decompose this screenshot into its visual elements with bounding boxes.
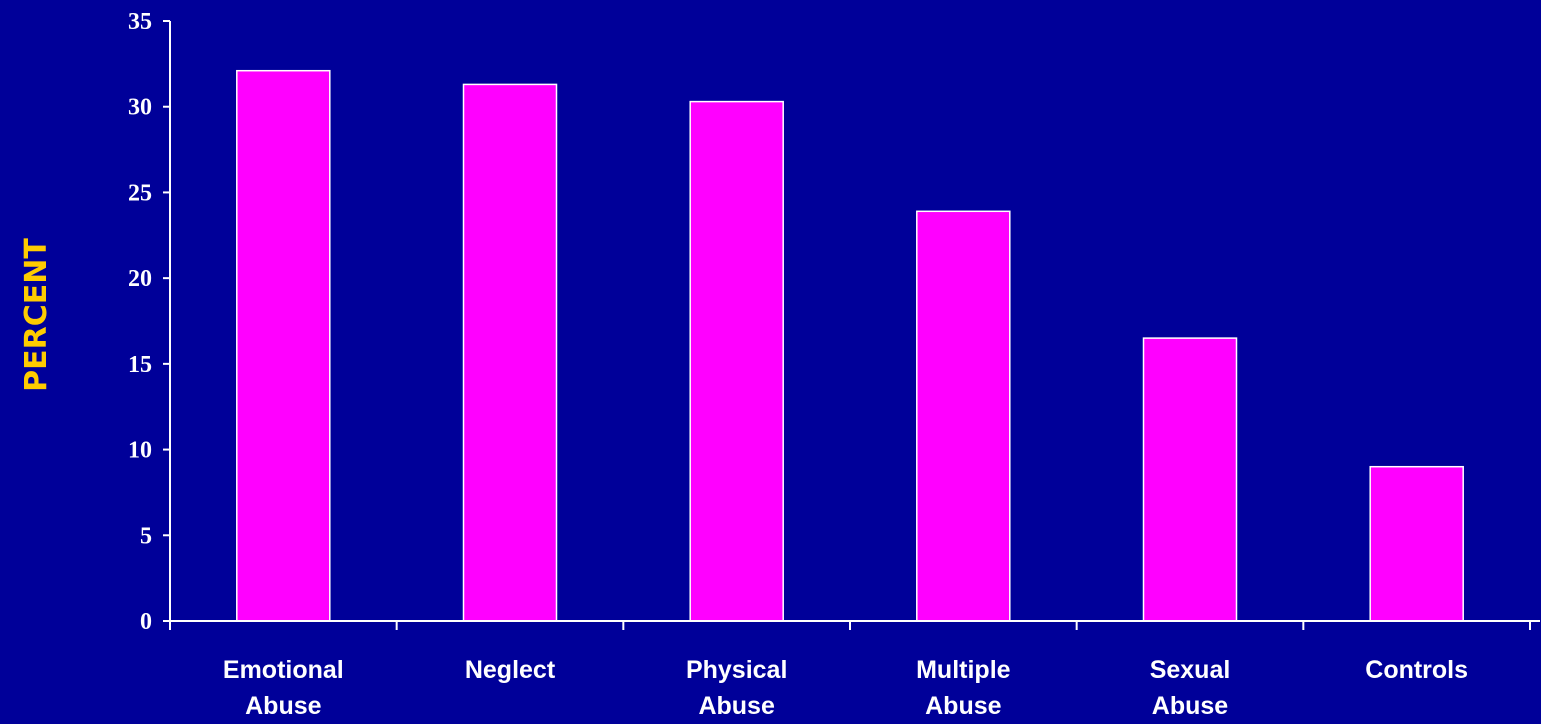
y-tick-label: 15	[128, 352, 152, 378]
bar	[236, 69, 331, 622]
y-tick-label: 30	[128, 95, 152, 121]
x-tick-label: Emotional Abuse	[223, 656, 344, 720]
y-tick-label: 0	[140, 609, 152, 635]
x-tick-label: Controls	[1365, 656, 1468, 684]
bar	[689, 100, 784, 622]
bar	[1369, 465, 1464, 622]
bar	[462, 83, 558, 622]
y-tick-label: 20	[128, 266, 152, 292]
y-axis: 0 5 10 15 20 25 30 35	[128, 9, 171, 635]
y-tick-label: 10	[128, 438, 152, 464]
y-axis-label: PERCENT	[19, 238, 54, 392]
x-tick-label: Physical Abuse	[686, 656, 787, 720]
bar	[1142, 337, 1238, 622]
x-tick-label: Neglect	[465, 656, 556, 684]
x-axis: Emotional Abuse Neglect Physical Abuse Multip…	[169, 620, 1540, 720]
y-tick-label: 35	[128, 9, 152, 35]
y-tick-label: 25	[128, 180, 152, 206]
x-tick-label: Sexual Abuse	[1150, 656, 1231, 720]
bar	[916, 210, 1011, 622]
bars-group	[236, 69, 1464, 622]
x-tick-label: Multiple Abuse	[916, 656, 1011, 720]
y-tick-label: 5	[140, 523, 152, 549]
